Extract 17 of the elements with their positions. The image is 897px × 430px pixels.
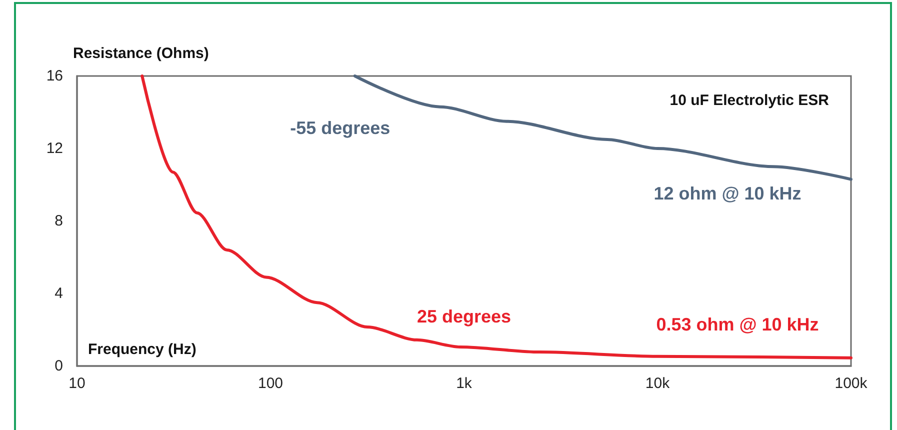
y-tick-label: 8: [54, 212, 63, 230]
y-axis-title: Resistance (Ohms): [73, 45, 209, 62]
x-tick-label: 10: [68, 375, 86, 392]
y-tick-label: 12: [46, 140, 63, 157]
y-tick-label: 16: [46, 68, 63, 84]
x-tick-label: 100k: [834, 375, 868, 392]
x-tick-label: 10k: [645, 375, 670, 392]
annotation: 0.53 ohm @ 10 kHz: [656, 314, 819, 334]
y-tick-label: 0: [54, 358, 63, 374]
x-axis-title: Frequency (Hz): [88, 341, 196, 358]
series-label: 25 degrees: [416, 306, 512, 327]
y-tick-label: 4: [54, 285, 63, 302]
x-tick-label: 100: [258, 375, 284, 392]
annotation: 12 ohm @ 10 kHz: [654, 184, 802, 204]
x-tick-label: 1k: [456, 375, 472, 392]
text: 10 uF Electrolytic ESR: [670, 92, 830, 109]
series-label: -55 degrees: [290, 118, 390, 138]
